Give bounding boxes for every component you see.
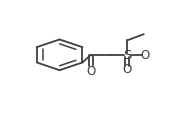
Text: O: O [123, 63, 132, 76]
Text: S: S [123, 49, 131, 62]
Text: O: O [87, 64, 96, 77]
Text: O: O [140, 49, 149, 62]
